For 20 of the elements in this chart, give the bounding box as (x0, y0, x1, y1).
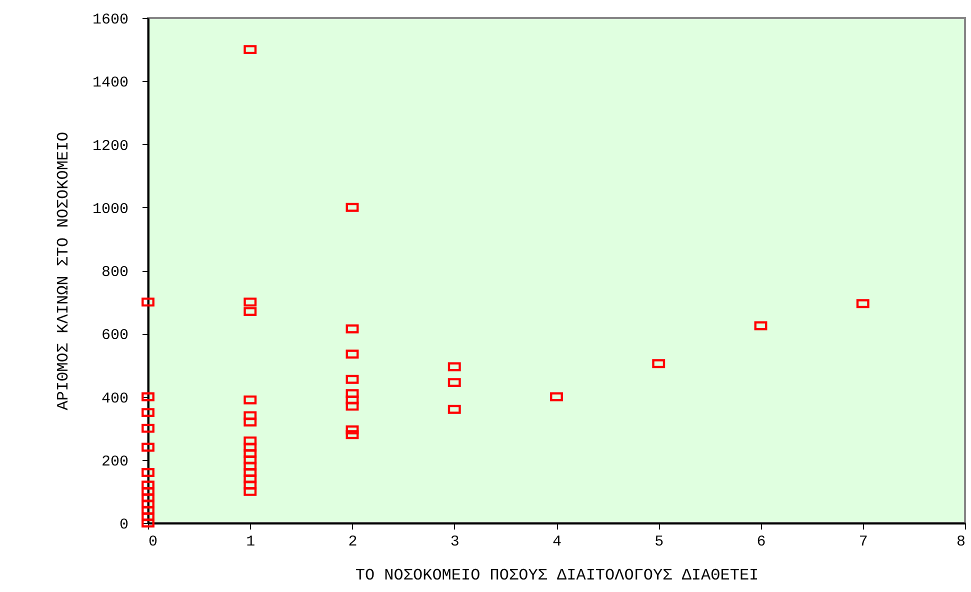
y-tick-label: 0 (119, 516, 128, 534)
y-axis-title: ΑΡΙΘΜΟΣ ΚΛΙΝΩΝ ΣΤΟ ΝΟΣΟΚΟΜΕΙΟ (54, 132, 72, 410)
y-tick-label: 600 (101, 327, 128, 344)
x-tick-label: 7 (858, 534, 868, 550)
x-tick-label: 6 (756, 534, 766, 550)
x-tick-label: 2 (348, 534, 358, 550)
x-tick-label: 3 (450, 534, 460, 550)
y-tick-label: 400 (101, 390, 128, 408)
y-tick-label: 1600 (92, 12, 128, 28)
x-tick-label: 5 (654, 534, 664, 550)
y-tick-label: 200 (101, 453, 128, 470)
y-tick-label: 1400 (92, 74, 128, 92)
y-tick-label: 800 (101, 264, 128, 281)
x-tick-label: 8 (956, 534, 966, 550)
x-tick-label: 1 (246, 534, 256, 550)
x-tick-label: 0 (148, 534, 158, 550)
x-axis-title: ΤΟ ΝΟΣΟΚΟΜΕΙΟ ΠΟΣΟΥΣ ΔΙΑΙΤΟΛΟΓΟΥΣ ΔΙΑΘΕΤΕΙ (355, 566, 759, 584)
x-tick-label: 4 (552, 534, 562, 550)
y-tick-label: 1000 (92, 200, 128, 218)
y-tick-label: 1200 (92, 138, 128, 155)
